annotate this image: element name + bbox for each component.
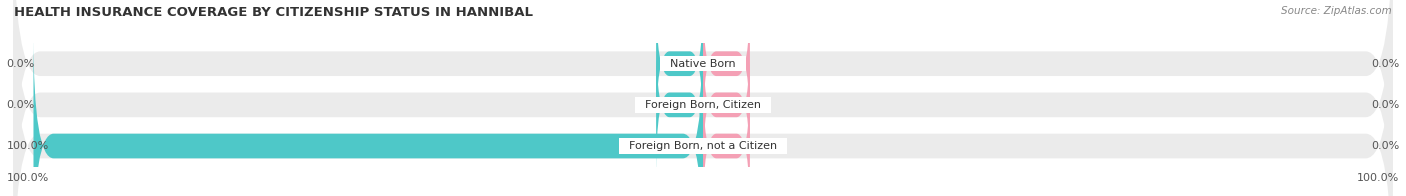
Text: 0.0%: 0.0%: [7, 100, 35, 110]
FancyBboxPatch shape: [703, 76, 749, 196]
Text: Source: ZipAtlas.com: Source: ZipAtlas.com: [1281, 6, 1392, 16]
Text: 0.0%: 0.0%: [1371, 141, 1399, 151]
Text: 0.0%: 0.0%: [1371, 59, 1399, 69]
Text: 100.0%: 100.0%: [7, 141, 49, 151]
FancyBboxPatch shape: [14, 0, 1392, 196]
FancyBboxPatch shape: [34, 35, 703, 196]
Text: 100.0%: 100.0%: [7, 173, 49, 183]
Text: 0.0%: 0.0%: [7, 59, 35, 69]
Text: 0.0%: 0.0%: [1371, 100, 1399, 110]
FancyBboxPatch shape: [703, 35, 749, 175]
FancyBboxPatch shape: [657, 0, 703, 134]
Text: HEALTH INSURANCE COVERAGE BY CITIZENSHIP STATUS IN HANNIBAL: HEALTH INSURANCE COVERAGE BY CITIZENSHIP…: [14, 6, 533, 19]
Text: 100.0%: 100.0%: [1357, 173, 1399, 183]
Text: Foreign Born, Citizen: Foreign Born, Citizen: [638, 100, 768, 110]
Text: Foreign Born, not a Citizen: Foreign Born, not a Citizen: [621, 141, 785, 151]
FancyBboxPatch shape: [657, 35, 703, 175]
FancyBboxPatch shape: [14, 0, 1392, 196]
FancyBboxPatch shape: [703, 0, 749, 134]
Text: Native Born: Native Born: [664, 59, 742, 69]
FancyBboxPatch shape: [14, 0, 1392, 196]
